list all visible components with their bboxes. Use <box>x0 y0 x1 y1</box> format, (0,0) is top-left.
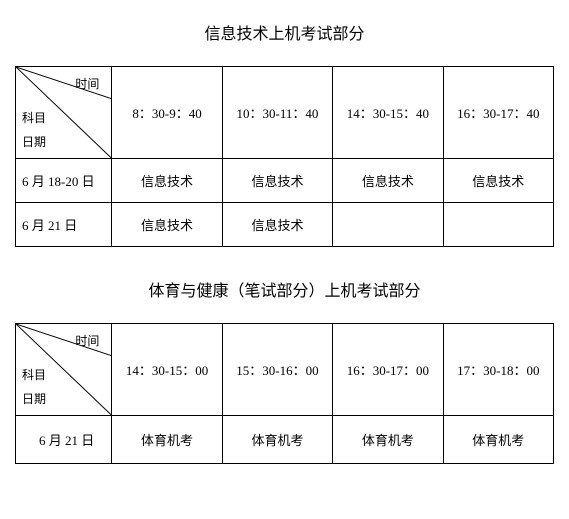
section1-title: 信息技术上机考试部分 <box>15 20 554 44</box>
subject-cell: 信息技术 <box>222 159 332 203</box>
subject-cell: 体育机考 <box>222 416 332 464</box>
label-time: 时间 <box>75 75 99 92</box>
date-cell: 6 月 21 日 <box>16 416 112 464</box>
subject-cell: 信息技术 <box>112 203 222 247</box>
subject-cell <box>443 203 553 247</box>
date-cell: 6 月 21 日 <box>16 203 112 247</box>
subject-cell: 体育机考 <box>333 416 443 464</box>
time-slot: 14：30-15：00 <box>112 324 222 416</box>
time-slot: 8：30-9：40 <box>112 67 222 159</box>
corner-header: 时间 科目 日期 <box>16 67 112 159</box>
corner-header: 时间 科目 日期 <box>16 324 112 416</box>
subject-cell <box>333 203 443 247</box>
subject-cell: 信息技术 <box>112 159 222 203</box>
time-slot: 15：30-16：00 <box>222 324 332 416</box>
table-row: 6 月 21 日 体育机考 体育机考 体育机考 体育机考 <box>16 416 554 464</box>
subject-cell: 体育机考 <box>112 416 222 464</box>
table-row: 6 月 21 日 信息技术 信息技术 <box>16 203 554 247</box>
header-row: 时间 科目 日期 14：30-15：00 15：30-16：00 16：30-1… <box>16 324 554 416</box>
table-it-exam: 时间 科目 日期 8：30-9：40 10：30-11：40 14：30-15：… <box>15 66 554 247</box>
section2-title: 体育与健康（笔试部分）上机考试部分 <box>15 277 554 301</box>
label-subject: 科目 <box>22 109 46 126</box>
time-slot: 17：30-18：00 <box>443 324 553 416</box>
subject-cell: 信息技术 <box>333 159 443 203</box>
time-slot: 10：30-11：40 <box>222 67 332 159</box>
header-row: 时间 科目 日期 8：30-9：40 10：30-11：40 14：30-15：… <box>16 67 554 159</box>
subject-cell: 信息技术 <box>443 159 553 203</box>
label-date: 日期 <box>22 133 46 150</box>
table-pe-exam: 时间 科目 日期 14：30-15：00 15：30-16：00 16：30-1… <box>15 323 554 464</box>
label-subject: 科目 <box>22 366 46 383</box>
label-time: 时间 <box>75 332 99 349</box>
table-row: 6 月 18-20 日 信息技术 信息技术 信息技术 信息技术 <box>16 159 554 203</box>
time-slot: 16：30-17：40 <box>443 67 553 159</box>
subject-cell: 信息技术 <box>222 203 332 247</box>
section-pe-exam: 体育与健康（笔试部分）上机考试部分 时间 科目 日期 14：30-15：00 1… <box>15 277 554 464</box>
time-slot: 16：30-17：00 <box>333 324 443 416</box>
label-date: 日期 <box>22 390 46 407</box>
subject-cell: 体育机考 <box>443 416 553 464</box>
section-it-exam: 信息技术上机考试部分 时间 科目 日期 8：30-9：40 10：30-11：4… <box>15 20 554 247</box>
date-cell: 6 月 18-20 日 <box>16 159 112 203</box>
time-slot: 14：30-15：40 <box>333 67 443 159</box>
